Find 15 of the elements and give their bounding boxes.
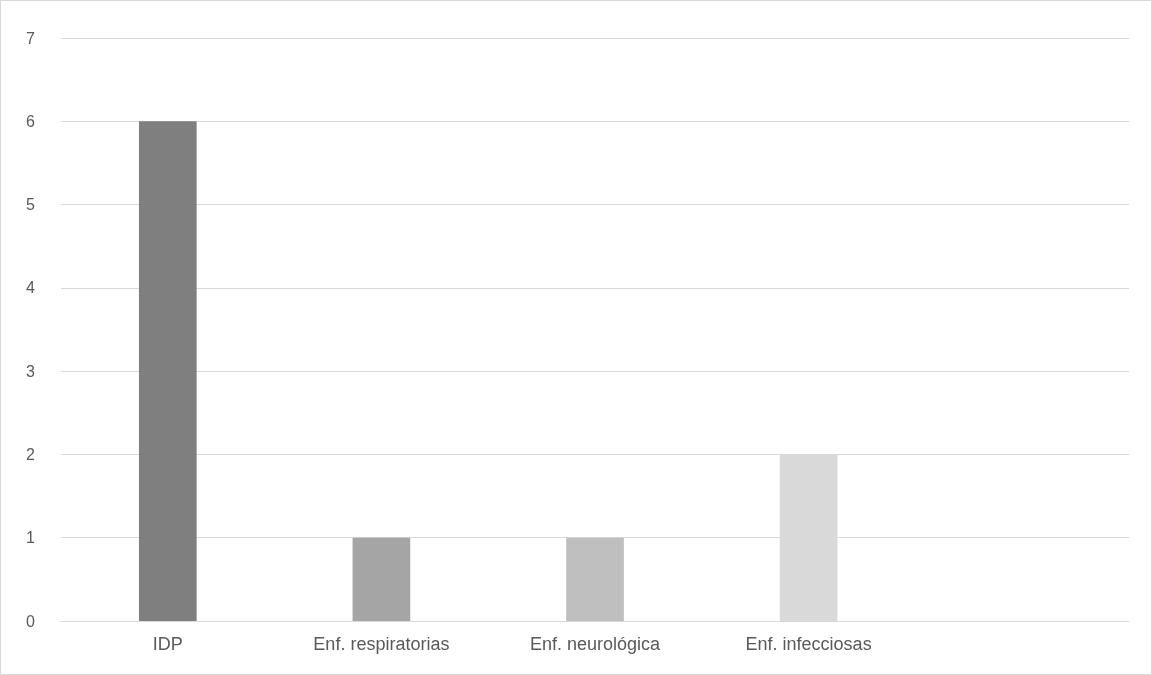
y-tick-label: 3: [26, 362, 36, 380]
x-tick-label: Enf. respiratorias: [313, 634, 450, 654]
bar: [138, 121, 197, 621]
y-tick-label: 0: [26, 612, 36, 630]
y-tick-label: 2: [26, 445, 36, 463]
x-tick-label: IDP: [152, 634, 183, 654]
y-tick-label: 7: [26, 29, 36, 47]
x-tick-label: Enf. infecciosas: [745, 634, 872, 654]
y-tick-label: 4: [26, 279, 36, 297]
y-tick-label: 5: [26, 196, 36, 214]
y-tick-label: 6: [26, 112, 36, 130]
y-tick-label: 1: [26, 529, 36, 547]
bar: [352, 537, 411, 621]
x-tick-label: Enf. neurológica: [529, 634, 662, 654]
bar: [566, 537, 624, 621]
